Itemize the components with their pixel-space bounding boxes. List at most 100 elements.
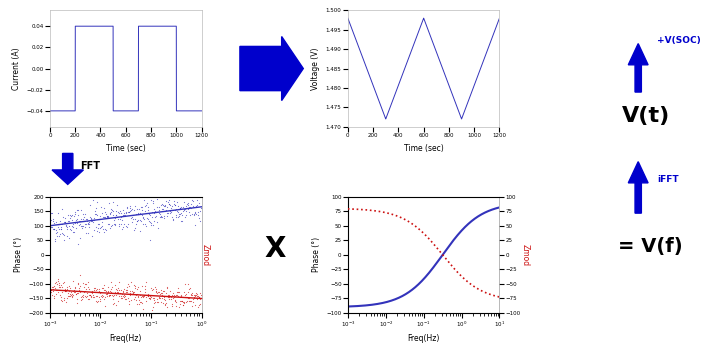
Point	[52, 278, 63, 284]
Point	[71, 220, 83, 225]
Point	[174, 301, 185, 307]
Point	[106, 209, 117, 214]
Point	[196, 194, 207, 200]
Point	[100, 291, 111, 297]
Point	[154, 214, 165, 220]
Point	[160, 290, 172, 296]
Point	[153, 205, 165, 210]
Point	[58, 232, 70, 237]
Point	[124, 204, 135, 209]
Point	[62, 286, 73, 292]
Point	[68, 289, 80, 294]
Point	[59, 215, 71, 221]
Point	[151, 204, 163, 210]
Point	[141, 292, 153, 298]
Point	[110, 289, 121, 294]
Point	[81, 286, 92, 292]
Text: X: X	[264, 235, 285, 263]
Point	[143, 295, 155, 301]
Point	[150, 209, 162, 214]
Point	[93, 287, 105, 292]
Point	[53, 221, 65, 226]
Point	[190, 290, 202, 295]
Point	[109, 222, 120, 228]
FancyArrow shape	[52, 153, 83, 184]
Point	[119, 297, 130, 302]
Point	[140, 223, 152, 229]
Point	[58, 219, 69, 225]
Point	[175, 294, 186, 300]
Point	[130, 221, 142, 226]
Point	[128, 282, 140, 288]
Point	[190, 222, 201, 228]
Point	[93, 294, 105, 300]
Point	[172, 208, 183, 214]
Point	[99, 210, 111, 215]
Point	[53, 284, 65, 290]
Point	[109, 282, 120, 288]
Point	[158, 289, 169, 294]
Point	[103, 289, 114, 294]
Point	[145, 292, 156, 298]
Point	[82, 230, 93, 235]
Point	[44, 219, 56, 224]
Point	[89, 286, 101, 291]
Point	[59, 288, 71, 294]
Point	[156, 295, 168, 301]
Point	[137, 204, 148, 210]
Point	[170, 299, 181, 305]
Point	[52, 277, 63, 282]
Point	[66, 289, 77, 294]
Point	[55, 224, 66, 229]
Point	[99, 294, 111, 300]
Point	[47, 216, 58, 222]
Point	[71, 217, 82, 222]
Point	[178, 207, 190, 213]
Point	[112, 217, 123, 222]
Point	[144, 293, 155, 298]
Point	[183, 204, 195, 209]
Point	[72, 281, 83, 287]
Point	[168, 293, 179, 299]
Y-axis label: Phase (°): Phase (°)	[312, 237, 321, 272]
Point	[75, 294, 86, 299]
Point	[72, 280, 83, 286]
Point	[110, 212, 121, 217]
Point	[54, 284, 66, 290]
Point	[186, 197, 198, 203]
Point	[121, 205, 133, 210]
Point	[94, 290, 106, 296]
Point	[140, 194, 151, 199]
Point	[109, 291, 120, 296]
Point	[103, 222, 115, 227]
Point	[129, 226, 140, 231]
Point	[182, 207, 193, 212]
Point	[100, 227, 111, 232]
Point	[101, 214, 113, 219]
Point	[58, 295, 70, 301]
Point	[51, 230, 62, 236]
Point	[152, 219, 163, 225]
Point	[73, 287, 85, 292]
Point	[120, 288, 132, 293]
Point	[153, 211, 164, 216]
Point	[61, 288, 72, 294]
Point	[49, 238, 61, 244]
Point	[166, 203, 178, 208]
Point	[149, 208, 160, 214]
Point	[173, 212, 185, 217]
Point	[103, 214, 114, 219]
Point	[102, 213, 113, 218]
Point	[164, 293, 175, 299]
Point	[158, 202, 169, 208]
Point	[47, 287, 58, 292]
Point	[160, 302, 171, 307]
Point	[98, 215, 110, 220]
Point	[51, 281, 63, 287]
Y-axis label: Current (A): Current (A)	[12, 47, 21, 90]
FancyArrow shape	[628, 162, 648, 213]
Point	[139, 289, 150, 294]
Point	[157, 206, 168, 212]
Point	[108, 296, 119, 301]
Point	[61, 295, 72, 300]
